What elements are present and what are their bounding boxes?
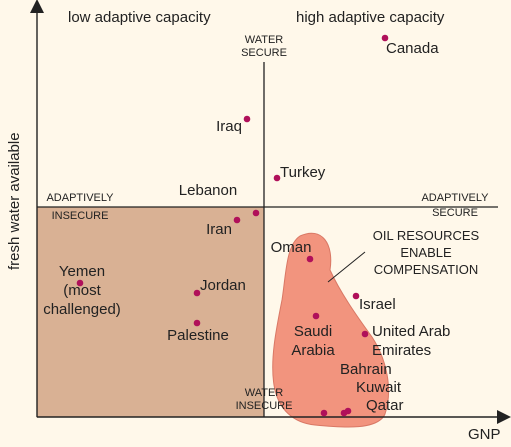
insecure-region bbox=[36, 206, 265, 418]
country-label-palestine: Palestine bbox=[167, 327, 229, 344]
header-high-capacity: high adaptive capacity bbox=[296, 9, 445, 26]
country-palestine: Palestine bbox=[167, 319, 229, 344]
oil-note-leader-line bbox=[327, 251, 366, 283]
water-insecure-line-1: WATER bbox=[245, 387, 284, 399]
country-iran: Iran bbox=[206, 216, 241, 238]
country-label-lebanon: Lebanon bbox=[179, 182, 237, 199]
country-label-iraq: Iraq bbox=[216, 118, 242, 135]
adaptively-insecure-label: ADAPTIVELY INSECURE bbox=[46, 192, 114, 222]
water-secure-line-1: WATER bbox=[245, 34, 284, 46]
adaptively-secure-line-2: SECURE bbox=[432, 207, 478, 219]
country-point-qatar bbox=[344, 407, 352, 415]
country-israel: Israel bbox=[352, 292, 396, 313]
country-label-uae: Emirates bbox=[372, 342, 431, 359]
country-point-turkey bbox=[273, 174, 281, 182]
adaptively-insecure-line-2: INSECURE bbox=[52, 210, 109, 222]
y-axis-label: fresh water available bbox=[6, 132, 23, 270]
country-point-israel bbox=[352, 292, 360, 300]
country-lebanon: Lebanon bbox=[179, 182, 260, 217]
country-turkey: Turkey bbox=[273, 164, 326, 182]
oil-note-line-1: OIL RESOURCES bbox=[373, 228, 480, 243]
water-secure-label: WATER SECURE bbox=[241, 34, 287, 59]
water-insecure-label: WATER INSECURE bbox=[236, 387, 293, 412]
adaptively-insecure-line-1: ADAPTIVELY bbox=[46, 192, 114, 204]
country-label-yemen: Yemen bbox=[59, 263, 105, 280]
country-label-qatar: Qatar bbox=[366, 397, 404, 414]
country-point-canada bbox=[381, 34, 389, 42]
country-point-saudi-arabia bbox=[312, 312, 320, 320]
oil-note-line-2: ENABLE bbox=[400, 245, 452, 260]
x-axis-label: GNP bbox=[468, 426, 501, 443]
country-label-oman: Oman bbox=[271, 239, 312, 256]
country-qatar: Qatar bbox=[344, 397, 404, 415]
country-point-iran bbox=[233, 216, 241, 224]
adaptively-secure-line-1: ADAPTIVELY bbox=[421, 192, 489, 204]
country-jordan: Jordan bbox=[193, 277, 246, 297]
oil-resources-note: OIL RESOURCES ENABLE COMPENSATION bbox=[373, 228, 480, 277]
country-point-palestine bbox=[193, 319, 201, 327]
water-insecure-line-2: INSECURE bbox=[236, 400, 293, 412]
country-label-saudi-arabia: Saudi bbox=[294, 323, 332, 340]
oil-resources-region bbox=[272, 232, 390, 428]
country-label-turkey: Turkey bbox=[280, 164, 326, 181]
country-label-uae: United Arab bbox=[372, 323, 450, 340]
country-point-lebanon bbox=[252, 209, 260, 217]
header-low-capacity: low adaptive capacity bbox=[68, 9, 211, 26]
country-label-saudi-arabia: Arabia bbox=[291, 342, 335, 359]
country-canada: Canada bbox=[381, 34, 439, 57]
country-label-yemen: challenged) bbox=[43, 301, 121, 318]
country-yemen: Yemen (most challenged) bbox=[43, 263, 121, 318]
country-label-canada: Canada bbox=[386, 40, 439, 57]
country-oman: Oman bbox=[271, 239, 314, 263]
country-label-jordan: Jordan bbox=[200, 277, 246, 294]
country-label-kuwait: Kuwait bbox=[356, 379, 402, 396]
country-bahrain: Bahrain bbox=[320, 361, 392, 417]
country-iraq: Iraq bbox=[216, 115, 251, 135]
country-point-iraq bbox=[243, 115, 251, 123]
country-point-oman bbox=[306, 255, 314, 263]
country-saudi-arabia: Saudi Arabia bbox=[291, 312, 335, 359]
country-label-yemen: (most bbox=[63, 282, 101, 299]
oil-note-line-3: COMPENSATION bbox=[374, 262, 479, 277]
country-point-uae bbox=[361, 330, 369, 338]
country-point-jordan bbox=[193, 289, 201, 297]
country-label-bahrain: Bahrain bbox=[340, 361, 392, 378]
adaptively-secure-label: ADAPTIVELY SECURE bbox=[421, 192, 489, 219]
water-secure-line-2: SECURE bbox=[241, 47, 287, 59]
country-point-bahrain bbox=[320, 409, 328, 417]
country-uae: United Arab Emirates bbox=[361, 323, 450, 359]
country-label-israel: Israel bbox=[359, 296, 396, 313]
country-point-yemen bbox=[76, 279, 84, 287]
country-label-iran: Iran bbox=[206, 221, 232, 238]
country-points: Canada Iraq Turkey Lebanon Iran Oman Yemen (mos… bbox=[43, 34, 450, 417]
